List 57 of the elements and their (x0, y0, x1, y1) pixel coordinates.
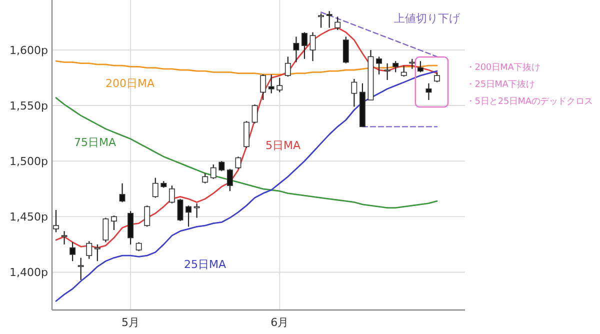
candlestick (302, 32, 308, 60)
candlestick (235, 156, 242, 170)
annotation: 上値切り下げ (394, 12, 461, 25)
series-label: 200日MA (105, 77, 155, 90)
candlestick (310, 32, 316, 62)
y-tick-label: 1,550p (10, 100, 48, 113)
candlestick (318, 12, 324, 28)
candlestick (409, 58, 416, 70)
candlestick (210, 164, 216, 180)
y-tick-label: 1,400p (10, 266, 48, 280)
candlestick (202, 172, 208, 184)
candlestick (342, 36, 349, 64)
text: ・200日MA下抜け (466, 62, 540, 73)
candlestick (61, 230, 68, 245)
line-series (55, 97, 438, 208)
series-label: 5日MA (265, 139, 301, 152)
x-tick-label: 5月 (122, 316, 140, 329)
y-tick-label: 1,500p (10, 155, 48, 168)
candlestick (168, 185, 175, 204)
candlestick (78, 257, 84, 281)
candlestick (226, 168, 233, 192)
line-series (55, 70, 438, 302)
candlestick (426, 82, 432, 101)
candlestick (400, 65, 407, 78)
candlestick (284, 56, 291, 78)
candlestick (186, 205, 192, 228)
y-tick-label: 1,450p (10, 210, 48, 224)
candlestick (119, 182, 126, 203)
text: ・25日MA下抜け (466, 79, 535, 90)
text: 25日MA (184, 258, 226, 271)
y-tick-label: 1,600p (10, 44, 48, 57)
candlestick (268, 74, 274, 94)
candlestick (102, 217, 109, 243)
candlestick (252, 104, 258, 124)
candlestick (376, 56, 382, 75)
candlestick (417, 60, 424, 73)
series-label: 75日MA (74, 136, 116, 149)
candlestick (94, 244, 100, 262)
candlestick (326, 10, 332, 28)
candlestick (392, 60, 399, 73)
candlestick (177, 198, 184, 222)
candlestick (144, 205, 150, 228)
candlestick (152, 177, 158, 198)
candlestick (70, 242, 76, 262)
x-tick-label: 6月 (270, 316, 289, 329)
candlestick (111, 215, 117, 231)
candlestick (260, 74, 266, 101)
candlestick (293, 36, 300, 63)
candlestick (218, 160, 225, 172)
candlestick (434, 72, 440, 83)
candlestick (334, 16, 341, 31)
text: ・5日と25日MAのデッドクロス (466, 97, 593, 107)
candlestick (86, 240, 92, 260)
candlestick (53, 209, 59, 233)
candlestick (384, 62, 390, 81)
candlestick (351, 78, 358, 108)
candlestick (276, 77, 283, 93)
